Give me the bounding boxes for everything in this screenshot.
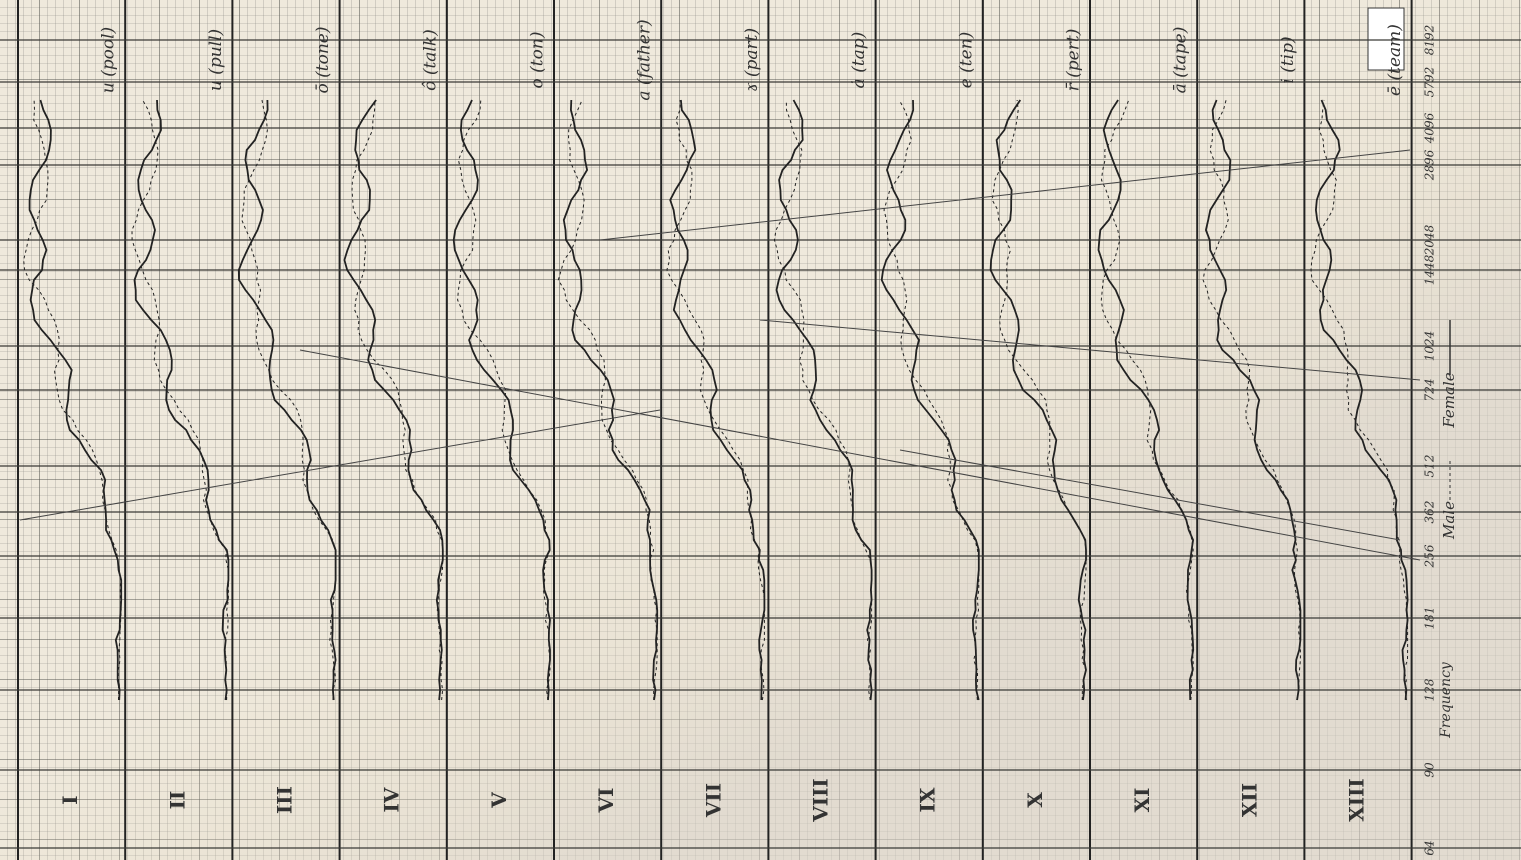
connector [299,349,1421,561]
axis-title: Frequency [1438,661,1454,739]
frequency-label: 1024 [1423,331,1437,362]
male-curve [343,99,444,701]
vowel-label: ô (talk) [420,29,440,91]
row-numeral: XII [1237,783,1261,817]
male-curve [989,99,1087,701]
male-curve [880,99,980,701]
vowel-label: ɤ (part) [742,28,762,92]
row-numeral: IV [380,787,404,812]
row-numeral: I [58,795,82,804]
row-numeral: VI [594,788,618,814]
female-curve [773,99,873,701]
row-numeral: IX [916,787,940,812]
male-curve [28,99,123,701]
vowel-label: u (pull) [206,29,226,91]
legend-male: Male [1440,501,1458,540]
frequency-label: 512 [1423,455,1437,478]
row-numeral: XI [1130,788,1154,813]
vowel-label: e (ten) [956,32,976,89]
female-curve [557,99,658,701]
row-numeral: XIII [1345,778,1369,822]
male-curve [775,99,873,701]
vowel-label: o (ton) [528,32,548,89]
female-curve [1100,99,1194,701]
female-curve [131,99,229,701]
vowel-label: ō (tone) [313,27,333,94]
male-curve [562,99,659,701]
frequency-label: 128 [1423,678,1437,701]
male-curve [452,99,551,701]
frequency-label: 1448 [1423,254,1437,285]
connector [599,149,1411,241]
female-curve [241,99,337,701]
frequency-label: 2048 [1423,224,1437,256]
female-curve [351,99,444,701]
male-curve [669,99,766,701]
connector [759,319,1421,381]
frequency-label: 5792 [1423,67,1437,98]
frequency-label: 4096 [1423,112,1437,144]
vowel-label: r̄ (pert) [1064,29,1084,92]
legend-female: Female [1440,372,1458,428]
male-curve [133,99,230,701]
vowel-label: ȧ (tap) [849,32,869,89]
female-curve [457,99,551,701]
female-curve [1202,99,1301,701]
frequency-label: 181 [1423,607,1437,630]
frequency-label: 2896 [1423,149,1437,181]
label-box [1367,7,1405,71]
vowel-label: ā (tape) [1171,27,1191,94]
frequency-label: 64 [1423,840,1437,855]
frequency-label: 90 [1423,762,1437,778]
vowel-label: a (father) [635,19,655,100]
male-curve [1314,99,1409,701]
male-curve [237,99,337,701]
row-numeral: V [487,792,511,809]
row-numeral: VIII [809,778,833,823]
row-numeral: X [1023,792,1047,808]
male-curve [1204,99,1302,701]
frequency-label: 724 [1423,379,1437,402]
female-curve [991,99,1087,701]
frequency-label: 256 [1423,544,1437,568]
row-numeral: II [165,791,189,810]
vowel-label: u (pool) [99,27,119,93]
connector [899,449,1401,541]
row-numeral: VII [701,783,725,818]
frequency-label: 8192 [1423,25,1437,56]
vowel-label: ē (team) [1385,24,1405,96]
row-numeral: III [273,786,297,814]
vowel-label: i (tip) [1278,36,1298,83]
connector [19,409,661,521]
frequency-label: 362 [1423,501,1437,524]
